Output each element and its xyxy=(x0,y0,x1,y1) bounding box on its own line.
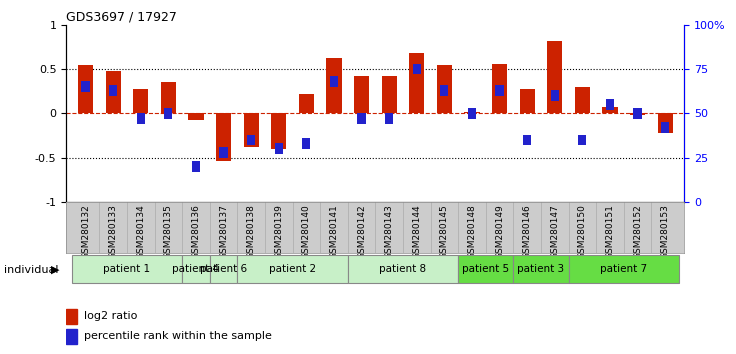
Text: GSM280150: GSM280150 xyxy=(578,204,587,259)
Text: GSM280141: GSM280141 xyxy=(330,204,339,259)
Bar xyxy=(216,113,231,161)
Text: GSM280151: GSM280151 xyxy=(606,204,615,259)
Text: individual: individual xyxy=(4,265,58,275)
Text: GSM280132: GSM280132 xyxy=(81,204,90,259)
Text: patient 5: patient 5 xyxy=(462,264,509,274)
Text: patient 8: patient 8 xyxy=(379,264,427,274)
Bar xyxy=(630,113,645,115)
Bar xyxy=(66,329,77,343)
Bar xyxy=(634,108,642,119)
Bar xyxy=(523,135,531,145)
Bar xyxy=(578,135,587,145)
Text: GSM280140: GSM280140 xyxy=(302,204,311,259)
Bar xyxy=(385,113,393,124)
Bar xyxy=(71,255,182,283)
Bar xyxy=(347,255,458,283)
Bar xyxy=(547,41,562,113)
Text: percentile rank within the sample: percentile rank within the sample xyxy=(84,331,272,341)
Bar xyxy=(192,161,200,172)
Bar xyxy=(381,76,397,113)
Bar xyxy=(302,138,311,149)
Bar xyxy=(188,113,204,120)
Text: patient 1: patient 1 xyxy=(103,264,151,274)
Bar xyxy=(520,88,535,113)
Text: GSM280152: GSM280152 xyxy=(633,204,642,259)
Bar xyxy=(78,65,93,113)
Text: GSM280142: GSM280142 xyxy=(357,204,366,259)
Bar xyxy=(661,122,669,133)
Bar xyxy=(468,108,476,119)
Bar xyxy=(657,113,673,133)
Text: GSM280138: GSM280138 xyxy=(247,204,255,259)
Bar xyxy=(219,147,227,158)
Text: GSM280147: GSM280147 xyxy=(551,204,559,259)
Bar xyxy=(575,87,590,113)
Bar xyxy=(66,309,77,324)
Bar xyxy=(82,81,90,92)
Bar xyxy=(606,99,614,110)
Text: patient 2: patient 2 xyxy=(269,264,316,274)
Text: GSM280139: GSM280139 xyxy=(275,204,283,259)
Bar xyxy=(105,71,121,113)
Text: GSM280153: GSM280153 xyxy=(661,204,670,259)
Bar xyxy=(602,107,618,113)
Bar xyxy=(326,58,342,113)
Bar xyxy=(237,255,347,283)
Bar xyxy=(271,113,286,149)
Text: GDS3697 / 17927: GDS3697 / 17927 xyxy=(66,11,177,24)
Bar xyxy=(436,65,452,113)
Text: GSM280146: GSM280146 xyxy=(523,204,531,259)
Text: GSM280149: GSM280149 xyxy=(495,204,504,259)
Bar xyxy=(495,85,503,96)
Text: GSM280137: GSM280137 xyxy=(219,204,228,259)
Text: GSM280135: GSM280135 xyxy=(164,204,173,259)
Bar xyxy=(299,94,314,113)
Bar xyxy=(458,255,513,283)
Bar xyxy=(568,255,679,283)
Bar xyxy=(160,82,176,113)
Bar xyxy=(210,255,237,283)
Text: patient 7: patient 7 xyxy=(600,264,648,274)
Bar xyxy=(137,113,145,124)
Bar xyxy=(275,143,283,154)
Bar xyxy=(109,85,117,96)
Bar xyxy=(551,90,559,101)
Text: patient 3: patient 3 xyxy=(517,264,565,274)
Bar xyxy=(182,255,210,283)
Text: GSM280136: GSM280136 xyxy=(191,204,200,259)
Bar xyxy=(247,135,255,145)
Bar xyxy=(492,64,507,113)
Text: ▶: ▶ xyxy=(51,265,60,275)
Text: GSM280148: GSM280148 xyxy=(467,204,476,259)
Bar xyxy=(409,53,425,113)
Text: patient 6: patient 6 xyxy=(200,264,247,274)
Bar xyxy=(133,90,149,113)
Bar xyxy=(413,64,421,74)
Bar xyxy=(330,76,338,87)
Text: GSM280144: GSM280144 xyxy=(412,204,421,259)
Text: log2 ratio: log2 ratio xyxy=(84,311,137,321)
Bar xyxy=(513,255,568,283)
Bar xyxy=(358,113,366,124)
Bar xyxy=(440,85,448,96)
Bar xyxy=(354,76,369,113)
Text: GSM280143: GSM280143 xyxy=(385,204,394,259)
Text: patient 4: patient 4 xyxy=(172,264,219,274)
Text: GSM280145: GSM280145 xyxy=(440,204,449,259)
Bar xyxy=(244,113,259,147)
Bar xyxy=(164,108,172,119)
Text: GSM280133: GSM280133 xyxy=(109,204,118,259)
Text: GSM280134: GSM280134 xyxy=(136,204,145,259)
